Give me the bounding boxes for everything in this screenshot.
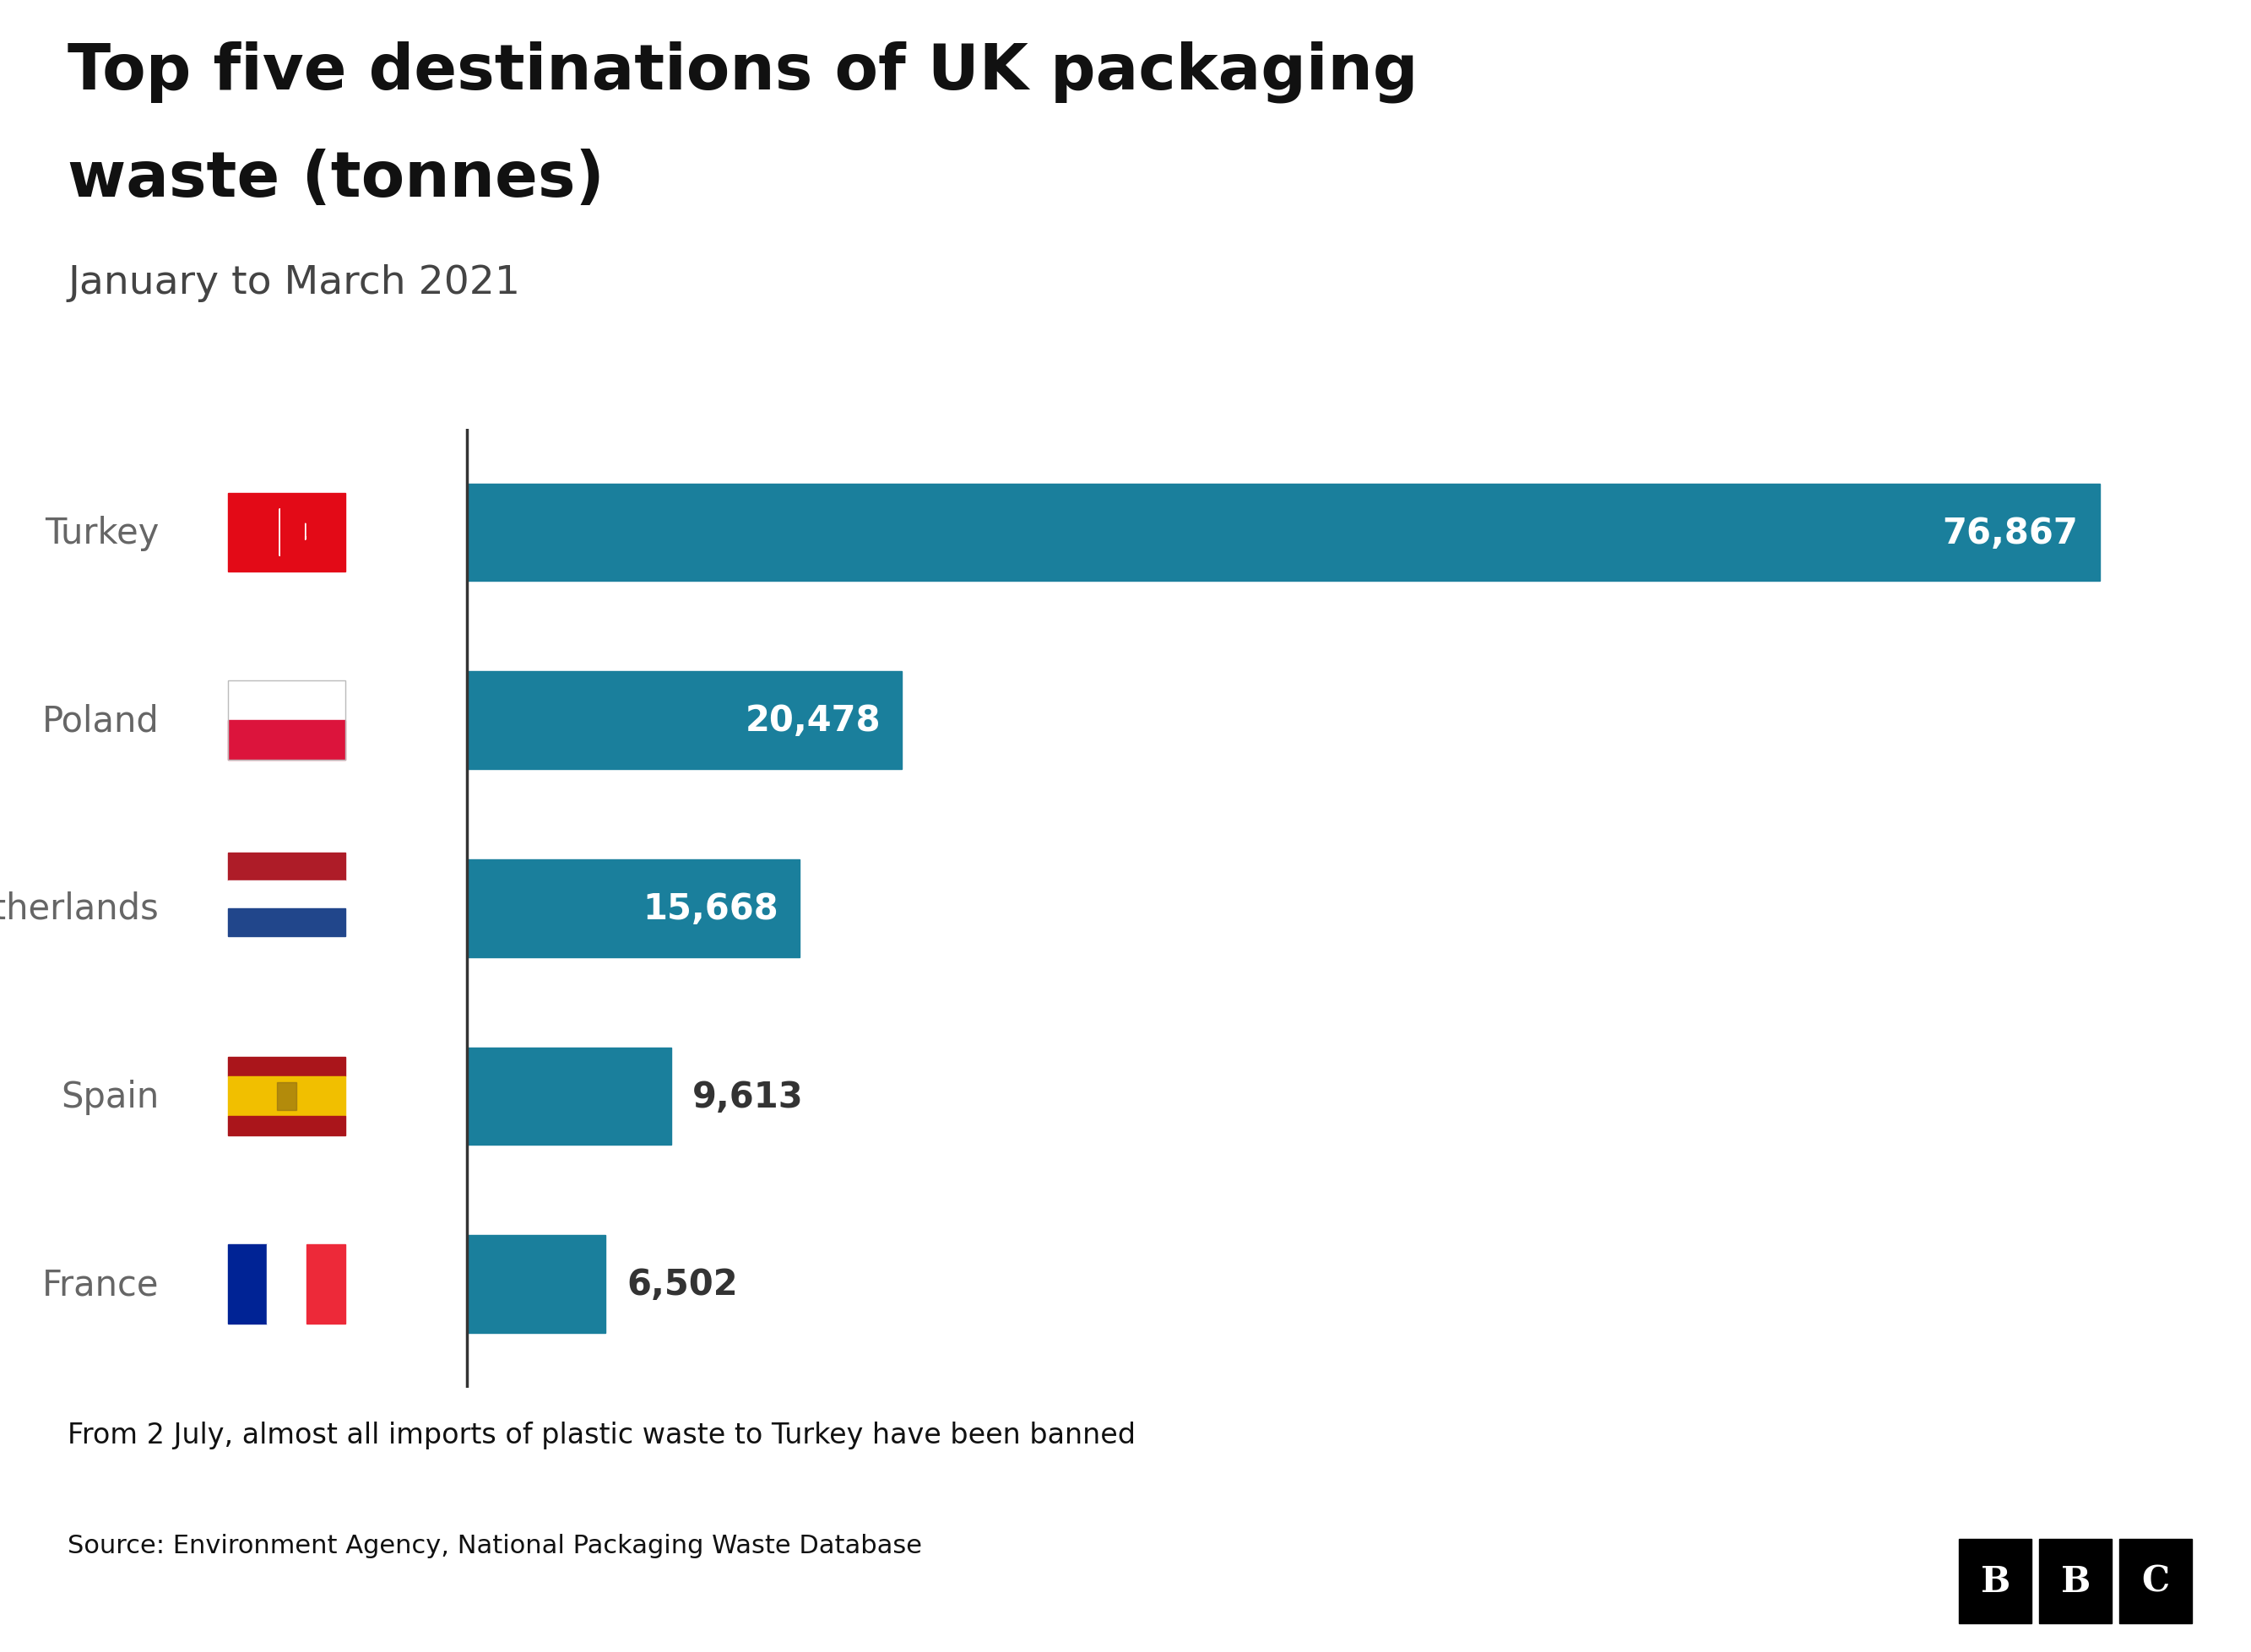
Bar bbox=[306, 1246, 344, 1323]
Bar bbox=[227, 1077, 344, 1117]
Bar bbox=[468, 1047, 671, 1145]
Text: 20,478: 20,478 bbox=[745, 704, 880, 738]
Bar bbox=[1958, 1540, 2033, 1622]
Text: 6,502: 6,502 bbox=[626, 1267, 738, 1302]
Bar bbox=[2039, 1540, 2111, 1622]
Text: From 2 July, almost all imports of plastic waste to Turkey have been banned: From 2 July, almost all imports of plast… bbox=[68, 1421, 1135, 1449]
Bar bbox=[468, 1236, 606, 1333]
Text: Source: Environment Agency, National Packaging Waste Database: Source: Environment Agency, National Pac… bbox=[68, 1533, 923, 1558]
Text: January to March 2021: January to March 2021 bbox=[68, 264, 520, 302]
Bar bbox=[468, 859, 799, 958]
Text: Spain: Spain bbox=[61, 1079, 160, 1113]
Bar bbox=[227, 720, 344, 760]
Text: 9,613: 9,613 bbox=[693, 1079, 804, 1113]
Bar bbox=[277, 1082, 297, 1110]
Bar bbox=[227, 1057, 344, 1077]
Text: 15,668: 15,668 bbox=[644, 890, 779, 927]
Bar bbox=[227, 1246, 268, 1323]
Text: Top five destinations of UK packaging: Top five destinations of UK packaging bbox=[68, 41, 1418, 104]
Bar bbox=[227, 494, 344, 572]
Text: B: B bbox=[2060, 1563, 2091, 1599]
Bar bbox=[268, 1246, 306, 1323]
Bar bbox=[227, 881, 344, 909]
Bar bbox=[227, 854, 344, 881]
Text: Poland: Poland bbox=[43, 704, 160, 738]
Text: 76,867: 76,867 bbox=[1943, 515, 2078, 550]
Bar bbox=[2120, 1540, 2192, 1622]
Bar bbox=[227, 681, 344, 760]
Bar bbox=[468, 484, 2100, 582]
Bar bbox=[468, 672, 903, 770]
Text: Turkey: Turkey bbox=[45, 515, 160, 550]
Text: B: B bbox=[1981, 1563, 2010, 1599]
Bar bbox=[227, 681, 344, 720]
Text: C: C bbox=[2141, 1563, 2170, 1599]
Bar bbox=[227, 909, 344, 937]
Text: France: France bbox=[43, 1267, 160, 1302]
Bar bbox=[227, 1117, 344, 1137]
Text: Netherlands: Netherlands bbox=[0, 890, 160, 927]
Text: waste (tonnes): waste (tonnes) bbox=[68, 149, 606, 210]
